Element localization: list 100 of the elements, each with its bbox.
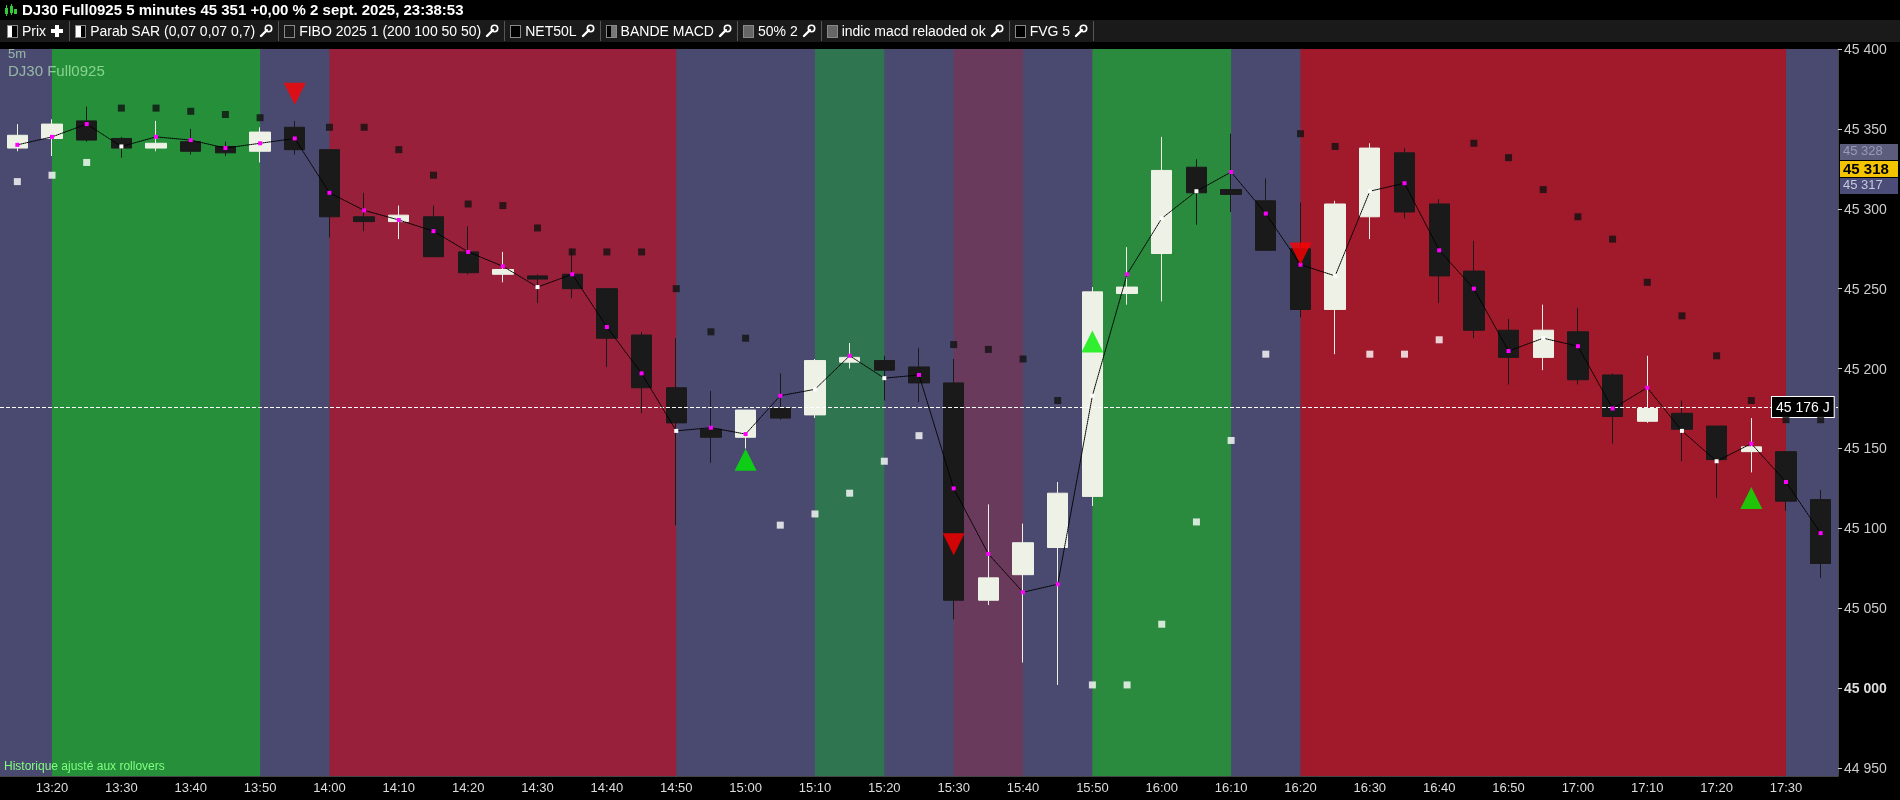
point <box>1539 186 1547 194</box>
point <box>1541 336 1546 341</box>
y-tick-label: 45 050 <box>1844 600 1888 617</box>
y-tick-label: 45 350 <box>1844 120 1888 137</box>
candlestick <box>1463 240 1485 339</box>
candlestick <box>353 192 375 232</box>
point <box>534 224 542 232</box>
point <box>1367 189 1372 194</box>
point <box>466 249 471 254</box>
point <box>1229 170 1234 175</box>
candlestick <box>1359 142 1380 240</box>
x-tick-label: 15:00 <box>729 780 762 795</box>
point <box>188 138 193 143</box>
point <box>743 432 748 437</box>
ref-line-label: 45 176 J <box>1776 398 1830 415</box>
point <box>1609 235 1617 243</box>
candlestick <box>1775 451 1797 512</box>
point <box>638 248 646 256</box>
point <box>811 510 819 518</box>
point <box>1081 330 1104 353</box>
point <box>882 376 887 381</box>
text: NET50L <box>525 23 577 39</box>
candlestick <box>458 225 479 275</box>
candlestick <box>631 331 652 414</box>
x-tick-label: 13:40 <box>174 780 208 795</box>
candlestick <box>874 355 895 402</box>
point <box>1714 459 1719 464</box>
text: Prix <box>22 23 47 39</box>
point <box>1817 416 1825 424</box>
point <box>429 171 437 179</box>
y-tick-label: 45 400 <box>1844 41 1888 57</box>
candlestick <box>1498 318 1519 386</box>
point <box>847 353 852 358</box>
point <box>1783 480 1788 484</box>
candlestick <box>1533 304 1554 371</box>
point <box>1194 189 1199 194</box>
x-tick-label: 16:40 <box>1422 780 1456 795</box>
point <box>500 264 505 269</box>
point <box>915 432 923 440</box>
point <box>1401 350 1409 358</box>
chart-subtitle: 5m <box>8 46 27 61</box>
point <box>1298 262 1303 267</box>
point <box>742 334 750 342</box>
x-tick-label: 14:10 <box>382 780 416 795</box>
candlestick <box>1810 489 1831 579</box>
candlestick <box>1012 523 1034 664</box>
point <box>187 107 195 115</box>
candlestick <box>1324 200 1346 355</box>
point <box>83 158 91 166</box>
point <box>1437 248 1442 253</box>
point <box>1333 273 1338 278</box>
point <box>1331 142 1339 150</box>
point <box>1505 154 1513 162</box>
point <box>258 141 263 146</box>
y-tick-label: 45 250 <box>1844 280 1888 297</box>
point <box>1262 350 1270 358</box>
text: BANDE MACD <box>620 23 714 39</box>
point <box>1610 406 1615 411</box>
candlestick <box>284 120 305 155</box>
candlestick <box>1394 147 1415 219</box>
point <box>1575 344 1580 349</box>
point <box>1055 582 1060 587</box>
point <box>950 341 958 349</box>
point <box>221 111 229 119</box>
x-tick-label: 15:40 <box>1006 780 1040 795</box>
point <box>776 521 784 529</box>
candlestick <box>1706 425 1727 499</box>
candlestick <box>1255 177 1276 251</box>
candlestick <box>1429 198 1450 304</box>
point <box>152 104 160 112</box>
y-tick-label: 45 300 <box>1844 200 1888 217</box>
chart-title: DJ30 Full0925 5 minutes 45 351 +0,00 % 2 sept. 2025, 23:38:53 <box>22 0 464 20</box>
candlestick <box>180 128 201 155</box>
point <box>1747 397 1755 405</box>
point <box>1159 216 1164 221</box>
candlestick <box>666 337 687 526</box>
x-tick-label: 16:20 <box>1284 780 1317 795</box>
point <box>1435 336 1443 344</box>
point <box>1021 590 1026 595</box>
point <box>674 428 679 433</box>
y-tick-label: 45 200 <box>1844 360 1888 377</box>
point <box>464 200 472 208</box>
point <box>1574 213 1582 221</box>
text: 45 317 <box>1843 177 1883 192</box>
x-tick-label: 14:20 <box>451 780 485 795</box>
candlestick <box>388 205 409 240</box>
point <box>154 134 159 139</box>
point <box>1125 272 1130 277</box>
x-tick-label: 17:10 <box>1630 780 1664 795</box>
candlestick <box>735 409 756 449</box>
candlestick <box>1220 133 1242 213</box>
point <box>362 208 367 213</box>
point <box>360 123 368 131</box>
candlestick <box>249 126 271 163</box>
point <box>951 486 956 491</box>
candlestick <box>1671 400 1693 462</box>
point <box>119 144 124 149</box>
point <box>1645 385 1650 390</box>
point <box>1227 436 1235 444</box>
y-tick-label: 45 100 <box>1844 520 1888 537</box>
